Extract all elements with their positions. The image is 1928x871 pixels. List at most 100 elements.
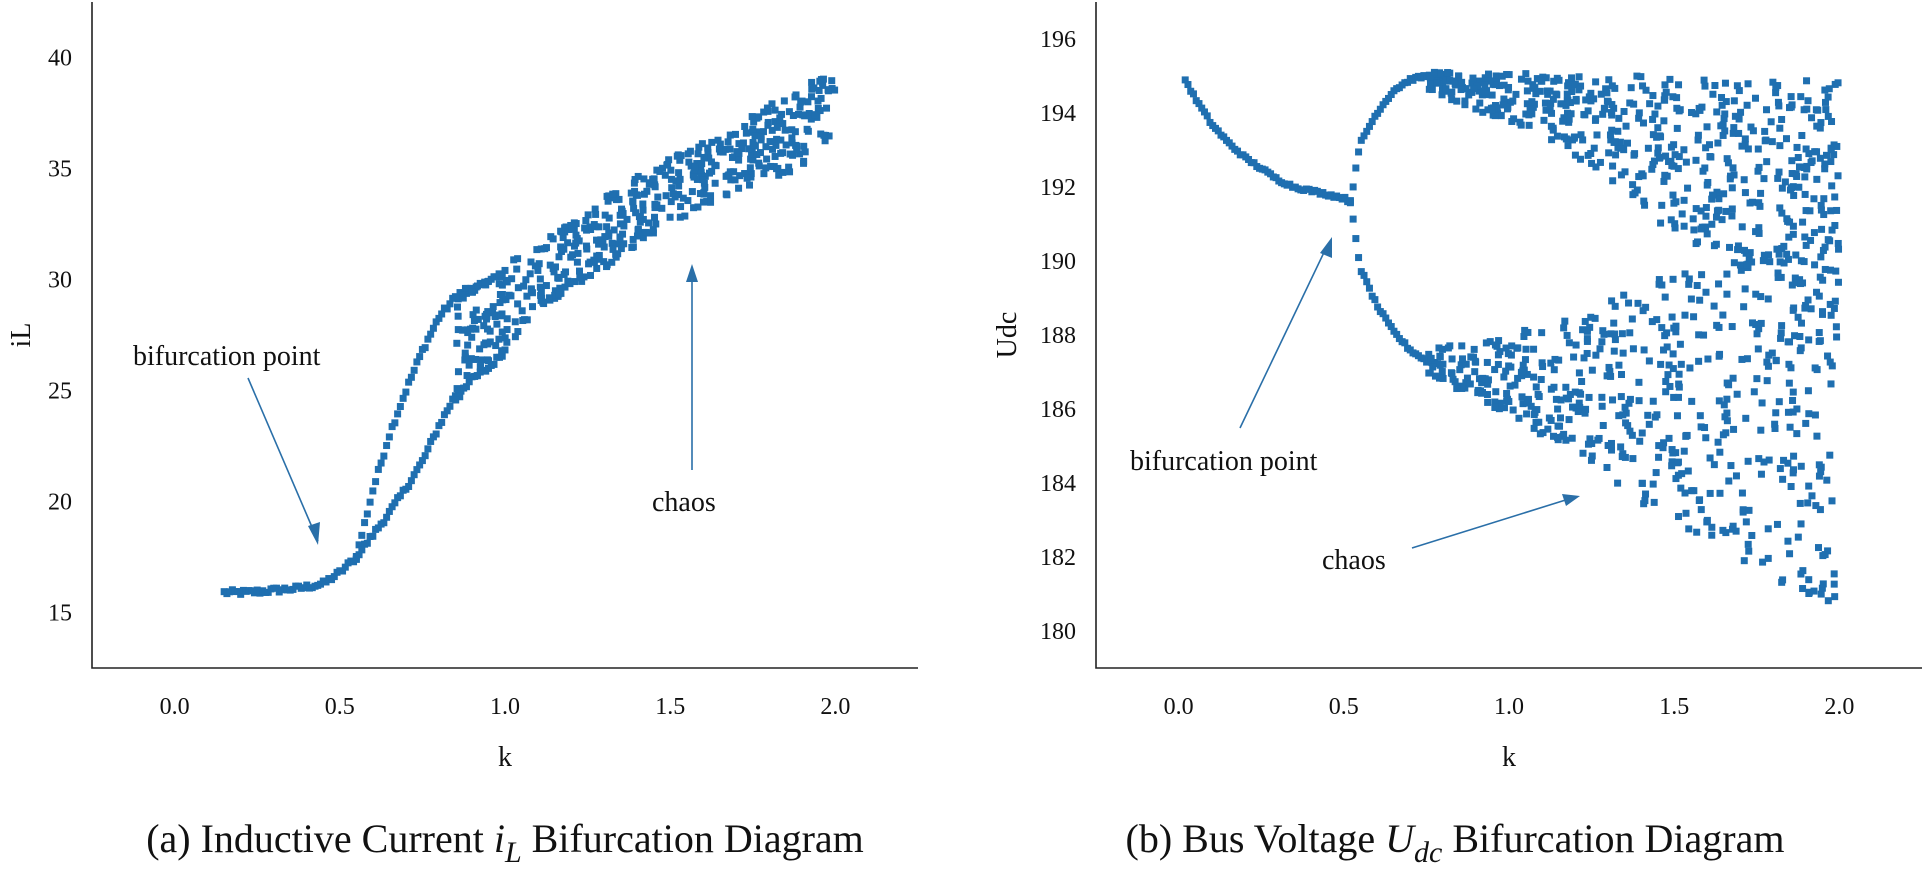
- panel-b-data-point: [1796, 333, 1804, 341]
- panel-b-data-point: [1826, 266, 1834, 274]
- panel-a-data-point: [630, 204, 638, 212]
- panel-b-y-tick-label: 190: [1040, 249, 1076, 275]
- panel-b-axes: [1095, 2, 1922, 669]
- panel-b-data-point: [1499, 101, 1507, 109]
- panel-b-data-point: [1774, 269, 1782, 277]
- panel-b-data-point: [1515, 414, 1523, 422]
- panel-b-data-point: [1702, 434, 1710, 442]
- panel-b-data-point: [1755, 163, 1763, 171]
- panel-b-data-point: [1473, 82, 1481, 90]
- panel-a-data-point: [369, 532, 377, 540]
- panel-b-data-point: [1564, 82, 1572, 90]
- panel-a-data-point: [629, 235, 637, 243]
- panel-a-data-point: [750, 118, 758, 126]
- panel-b-data-point: [1715, 323, 1723, 331]
- panel-b-data-point: [1429, 363, 1437, 371]
- panel-b-data-point: [1776, 204, 1784, 212]
- panel-a-data-point: [391, 499, 399, 507]
- panel-b-data-point: [1486, 338, 1494, 346]
- panel-b-data-point: [1764, 554, 1772, 562]
- panel-a-data-point: [627, 189, 635, 197]
- panel-b-data-point: [1788, 281, 1796, 289]
- panel-a-data-point: [534, 266, 542, 274]
- panel-b-data-point: [1570, 81, 1578, 89]
- panel-b-data-point: [1599, 421, 1607, 429]
- panel-a-data-point: [424, 445, 432, 453]
- panel-a-data-point: [603, 263, 611, 271]
- panel-b-data-point: [1789, 306, 1797, 314]
- panel-b-data-point: [1529, 81, 1537, 89]
- panel-a-data-point: [753, 128, 761, 136]
- panel-b-data-point: [1719, 121, 1727, 129]
- panel-b-data-point: [1471, 357, 1479, 365]
- panel-b-data-point: [1771, 420, 1779, 428]
- panel-b-data-point: [1615, 361, 1623, 369]
- panel-b-data-point: [1491, 403, 1499, 411]
- panel-b-data-point: [1816, 124, 1824, 132]
- panel-b-data-point: [1495, 337, 1503, 345]
- panel-b-data-point: [1703, 516, 1711, 524]
- panel-b-data-point: [1744, 80, 1752, 88]
- panel-b-data-point: [1698, 271, 1706, 279]
- panel-a-data-point: [363, 510, 371, 518]
- panel-b-data-point: [1743, 355, 1751, 363]
- panel-b-data-point: [1607, 439, 1615, 447]
- panel-b-data-point: [1668, 162, 1676, 170]
- panel-b-data-point: [1525, 121, 1533, 129]
- panel-b-data-point: [1363, 278, 1371, 286]
- panel-b-data-point: [1788, 170, 1796, 178]
- panel-b-data-point: [1755, 199, 1763, 207]
- panel-b-data-point: [1550, 366, 1558, 374]
- panel-a-data-point: [698, 140, 706, 148]
- panel-b-data-point: [1703, 123, 1711, 131]
- panel-b-data-point: [1778, 184, 1786, 192]
- panel-a-data-point: [576, 274, 584, 282]
- panel-b-data-point: [1486, 77, 1494, 85]
- panel-b-data-point: [1555, 356, 1563, 364]
- panel-a-data-point: [545, 294, 553, 302]
- panel-b-caption: (b) Bus Voltage Udc Bifurcation Diagram: [1126, 815, 1785, 870]
- panel-b-data-point: [1826, 451, 1834, 459]
- panel-b-data-point: [1822, 106, 1830, 114]
- panel-a-data-point: [391, 419, 399, 427]
- panel-b-data-point: [1592, 163, 1600, 171]
- panel-b-data-point: [1537, 376, 1545, 384]
- panel-b-data-point: [1444, 69, 1452, 77]
- panel-b-data-point: [1667, 216, 1675, 224]
- panel-b-data-point: [1572, 341, 1580, 349]
- panel-b-data-point: [1500, 373, 1508, 381]
- panel-b-data-point: [1802, 241, 1810, 249]
- panel-a-data-point: [760, 170, 768, 178]
- panel-b-data-point: [1614, 479, 1622, 487]
- panel-b-chart: 0.0 0.5 1.0 1.5 2.0 180 182 184 186 188 190 192 194…: [992, 2, 1922, 773]
- panel-a-data-point: [687, 162, 695, 170]
- panel-b-data-point: [1603, 89, 1611, 97]
- panel-a-data-point: [476, 345, 484, 353]
- panel-b-data-point: [1681, 270, 1689, 278]
- panel-b-data-point: [1585, 393, 1593, 401]
- panel-b-data-point: [1786, 338, 1794, 346]
- panel-b-data-point: [1649, 115, 1657, 123]
- panel-b-data-point: [1635, 114, 1643, 122]
- panel-a-data-point: [464, 329, 472, 337]
- panel-b-data-point: [1514, 344, 1522, 352]
- panel-b-data-point: [1791, 332, 1799, 340]
- panel-b-data-point: [1804, 97, 1812, 105]
- panel-b-data-point: [1651, 110, 1659, 118]
- panel-a-data-point: [358, 546, 366, 554]
- panel-b-data-point: [1794, 533, 1802, 541]
- panel-a-data-point: [561, 228, 569, 236]
- panel-a-data-point: [640, 175, 648, 183]
- panel-a-data-point: [352, 555, 360, 563]
- panel-b-data-point: [1608, 101, 1616, 109]
- panel-b-data-point: [1832, 267, 1840, 275]
- panel-b-data-point: [1819, 580, 1827, 588]
- panel-b-data-point: [1823, 476, 1831, 484]
- panel-b-data-point: [1484, 380, 1492, 388]
- panel-b-data-point: [1689, 215, 1697, 223]
- panel-b-data-point: [1352, 235, 1360, 243]
- panel-b-data-point: [1825, 85, 1833, 93]
- panel-b-data-point: [1655, 442, 1663, 450]
- panel-a-data-point: [526, 270, 534, 278]
- panel-b-data-point: [1690, 226, 1698, 234]
